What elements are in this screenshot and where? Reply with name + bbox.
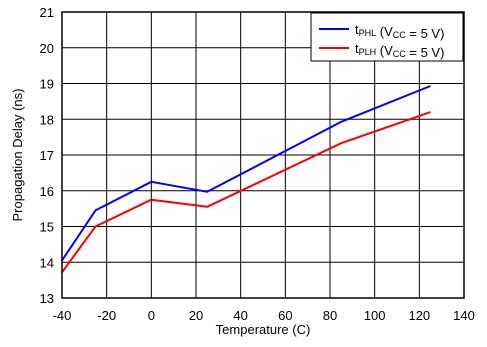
x-tick-label: 40 [233,308,247,323]
x-tick-label: -40 [53,308,72,323]
plot-area-frame [61,11,465,299]
series-line-phl [61,85,431,262]
x-tick-label: 80 [323,308,337,323]
y-tick-label: 14 [40,255,54,270]
x-axis-title: Temperature (C) [216,322,311,337]
x-tick-labels: -40 -20 0 20 40 60 80 100 120 140 [53,308,475,323]
x-tick-label: 20 [189,308,203,323]
y-tick-label: 19 [40,77,54,92]
x-tick-label: 120 [408,308,430,323]
y-tick-label: 20 [40,41,54,56]
x-tick-label: 100 [364,308,386,323]
y-tick-label: 15 [40,220,54,235]
series-lines [61,85,431,273]
y-axis-title: Propagation Delay (ns) [10,89,25,222]
legend-box [310,12,464,62]
legend-entry-label: tPHL (VCC = 5 V) [355,22,444,41]
x-tick-label: 140 [453,308,475,323]
y-tick-label: 16 [40,184,54,199]
y-tick-label: 18 [40,112,54,127]
series-line-plh [61,111,431,273]
y-tick-label: 21 [40,5,54,20]
legend-entry-label: tPLH (VCC = 5 V) [355,41,444,60]
y-tick-labels: 13 14 15 16 17 18 19 20 21 [40,5,54,306]
x-tick-label: 60 [278,308,292,323]
legend: tPHL (VCC = 5 V)tPLH (VCC = 5 V) [310,12,464,62]
y-tick-label: 17 [40,148,54,163]
x-tick-label: 0 [148,308,155,323]
x-tick-label: -20 [97,308,116,323]
y-tick-label: 13 [40,291,54,306]
